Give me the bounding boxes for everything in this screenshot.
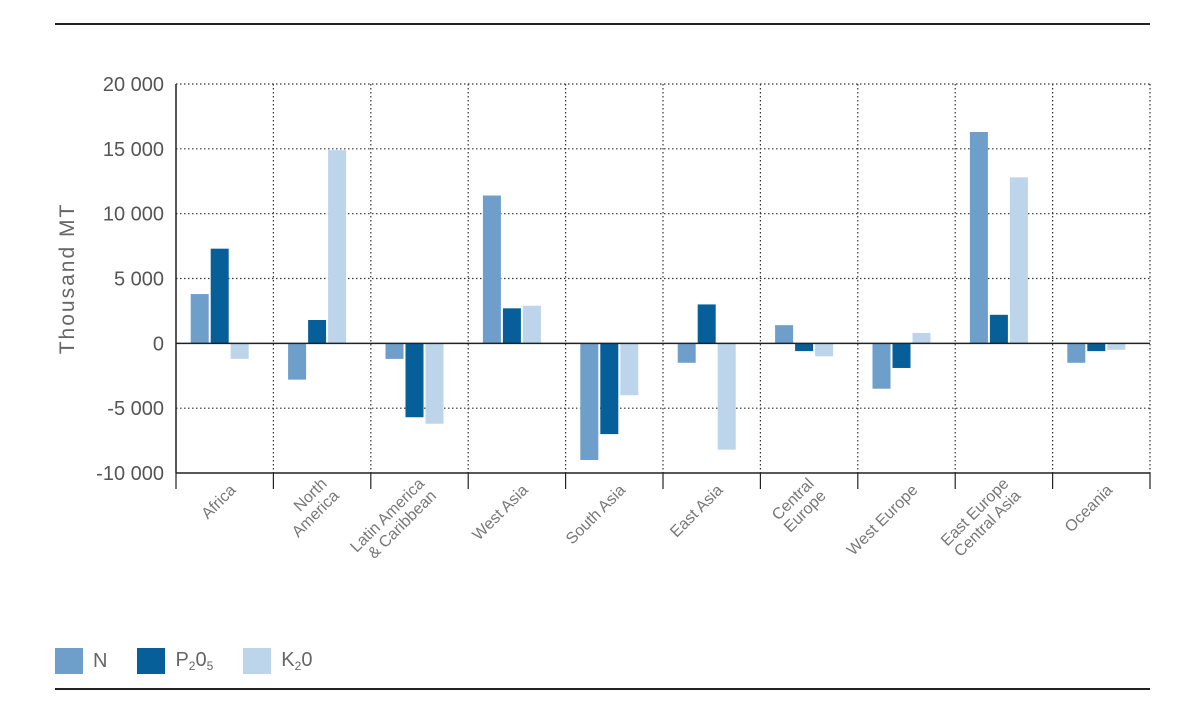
bar-p2o5 xyxy=(210,248,229,344)
x-tick-label-line: West Asia xyxy=(470,482,532,544)
y-tick-label: 5 000 xyxy=(114,269,164,291)
legend-label-p2o5: P205 xyxy=(175,649,214,673)
y-axis-title: Thousand MT xyxy=(56,203,79,355)
legend-item-p2o5: P205 xyxy=(137,648,213,674)
bar-n xyxy=(775,325,794,344)
legend-item-k2o: K20 xyxy=(243,648,312,674)
x-tick-label-line: East Asia xyxy=(667,482,726,541)
x-tick-label: Africa xyxy=(199,482,240,523)
bar-k2o xyxy=(815,343,834,357)
legend-swatch-n xyxy=(55,648,83,674)
bar-k2o xyxy=(425,343,444,424)
legend: N P205 K20 xyxy=(55,648,342,674)
x-tick-label-line: South Asia xyxy=(563,482,629,548)
bar-p2o5 xyxy=(502,308,521,344)
bar-k2o xyxy=(1107,343,1126,350)
x-tick-label: East EuropeCentral Asia xyxy=(938,475,1024,561)
y-tick-label: 20 000 xyxy=(103,74,164,96)
bar-k2o xyxy=(717,343,736,450)
bar-n xyxy=(1067,343,1086,363)
top-rule xyxy=(55,23,1150,25)
x-tick-label: Latin America& Caribbean xyxy=(347,475,440,568)
bar-n xyxy=(580,343,599,461)
y-tick-label: 15 000 xyxy=(103,139,164,161)
x-tick-label: West Europe xyxy=(844,482,921,559)
x-tick-label: Oceania xyxy=(1062,482,1116,536)
bar-n xyxy=(872,343,891,389)
bar-n xyxy=(190,294,209,344)
y-tick-label: 0 xyxy=(153,333,164,355)
y-tick-label: -5 000 xyxy=(107,398,164,420)
x-tick-label-line: Africa xyxy=(199,482,240,523)
bar-n xyxy=(385,343,404,359)
bar-k2o xyxy=(620,343,639,396)
x-tick-label-line: West Europe xyxy=(844,482,921,559)
bottom-rule xyxy=(55,688,1150,690)
bar-k2o xyxy=(912,332,931,344)
bar-p2o5 xyxy=(892,343,911,368)
bar-k2o xyxy=(230,343,249,359)
bar-k2o xyxy=(522,305,541,344)
x-tick-label: South Asia xyxy=(563,482,629,548)
y-tick-label: -10 000 xyxy=(96,463,164,485)
bar-p2o5 xyxy=(697,304,716,344)
bar-n xyxy=(677,343,696,363)
bar-p2o5 xyxy=(308,319,327,344)
bar-p2o5 xyxy=(989,314,1008,344)
bar-p2o5 xyxy=(600,343,619,435)
legend-label-n: N xyxy=(93,649,108,672)
y-tick-label: 10 000 xyxy=(103,204,164,226)
legend-swatch-p2o5 xyxy=(137,648,166,674)
legend-swatch-k2o xyxy=(243,648,272,674)
bar-n xyxy=(288,343,307,380)
bar-n xyxy=(969,131,988,344)
bar-k2o xyxy=(1009,177,1028,344)
x-tick-label: CentralEurope xyxy=(769,475,830,536)
bar-n xyxy=(482,195,501,344)
legend-item-n: N xyxy=(55,648,107,674)
bar-k2o xyxy=(328,150,347,344)
x-tick-label: West Asia xyxy=(470,482,532,544)
bar-p2o5 xyxy=(405,343,424,418)
x-tick-label: NorthAmerica xyxy=(277,475,343,541)
x-tick-label-line: Oceania xyxy=(1062,482,1116,536)
x-tick-label: East Asia xyxy=(667,482,726,541)
bar-p2o5 xyxy=(795,343,814,352)
legend-label-k2o: K20 xyxy=(281,649,313,673)
bar-p2o5 xyxy=(1087,343,1106,352)
